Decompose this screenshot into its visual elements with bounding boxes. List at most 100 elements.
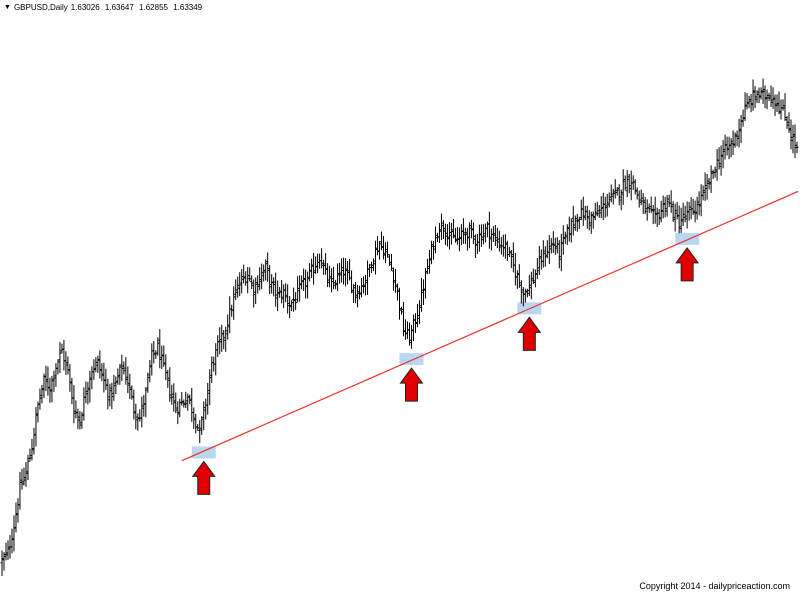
ohlc-bar [625,170,629,198]
ohlc-bar [595,201,599,217]
ohlc-bar [74,400,78,419]
ohlc-bar [166,369,170,388]
ohlc-bar [541,240,545,268]
ohlc-bar [382,235,386,260]
ohlc-bar [376,236,380,256]
ohlc-bar [733,132,737,148]
ohlc-bar [132,389,136,420]
ohlc-bar [787,112,791,133]
ohlc-bar [106,378,110,410]
ohlc-bar [731,130,735,155]
ohlc-bar [178,398,182,418]
ohlc-bar [356,285,360,308]
ohlc-bar [94,357,98,373]
chart-header: ▼ GBPUSD,Daily 1.63026 1.63647 1.62855 1… [4,3,205,12]
ohlc-bar [789,119,793,150]
ohlc-bar [697,191,701,216]
ohlc-bar [409,324,413,349]
ohlc-bar [653,196,657,224]
ohlc-bar [607,192,611,208]
ohlc-bar [645,199,649,221]
support-trendline[interactable] [181,190,799,462]
ohlc-bar [84,381,88,404]
ohlc-bar [423,268,427,299]
ohlc-bar [62,339,66,371]
ohlc-bar [96,355,100,374]
ohlc-bar [336,263,340,292]
ohlc-bar [282,284,286,309]
ohlc-bar [677,205,681,234]
dropdown-triangle-icon[interactable]: ▼ [4,4,11,11]
ohlc-bar [26,454,30,481]
ohlc-bar [216,335,220,357]
ohlc-bar [415,303,419,328]
ohlc-bar [214,343,218,376]
ohlc-bar [457,227,461,252]
ohlc-bar [98,350,102,379]
ohlc-bar [206,382,210,415]
ohlc-bar [437,222,441,243]
ohlc-bar [372,258,376,272]
ohlc-bar [218,327,222,355]
ohlc-bar [529,271,533,300]
ohlc-bar [501,234,505,257]
ohlc-bar [655,207,659,227]
ohlc-bar [276,280,280,312]
ohlc-bar [350,270,354,294]
ohlc-bar [296,276,300,303]
ohlc-bar [779,99,783,120]
ohlc-bar [455,226,459,245]
ohlc-bar [627,173,631,194]
ohlc-bar [312,252,316,285]
ohlc-bar [236,276,240,298]
ohlc-bar [567,216,571,242]
ohlc-bar [647,203,651,213]
up-arrow-icon [675,247,700,282]
ohlc-bar [673,203,677,232]
ohlc-bar [747,95,751,109]
ohlc-bar [366,260,370,295]
low-value: 1.62855 [139,3,168,12]
up-arrow-icon [191,460,216,495]
ohlc-bar [635,187,639,200]
ohlc-bar [78,411,82,430]
ohlc-bar [617,184,621,206]
ohlc-bar [112,374,116,401]
ohlc-bar [144,387,148,418]
ohlc-bar [190,387,194,422]
ohlc-bar [6,540,10,560]
ohlc-bar [425,258,429,275]
ohlc-bar [280,280,284,304]
ohlc-bar [613,179,617,199]
ohlc-bar [407,322,411,346]
ohlc-bar [705,173,709,200]
ohlc-bar [146,372,150,393]
ohlc-bar [374,240,378,275]
ohlc-bar [314,256,318,274]
ohlc-bar [751,79,755,111]
ohlc-bar [172,383,176,412]
ohlc-bar [210,356,214,383]
ohlc-bar [431,240,435,260]
ohlc-bar [739,114,743,144]
touch-highlight [191,446,216,459]
ohlc-bar [573,215,577,231]
ohlc-bar [695,196,699,220]
ohlc-bar [340,258,344,283]
ohlc-bar [619,189,623,211]
ohlc-bar [781,99,785,111]
ohlc-bar [226,314,230,340]
ohlc-bar [220,324,224,352]
ohlc-bar [68,364,72,392]
ohlc-bar [419,277,423,312]
ohlc-bar [755,90,759,104]
ohlc-bar [316,253,320,274]
ohlc-bar [727,136,731,160]
ohlc-bar [621,169,625,205]
ohlc-bar [443,223,447,245]
ohlc-bar [264,259,268,281]
ohlc-bar [198,420,202,444]
ohlc-bar [274,272,278,307]
ohlc-bar [288,296,292,319]
